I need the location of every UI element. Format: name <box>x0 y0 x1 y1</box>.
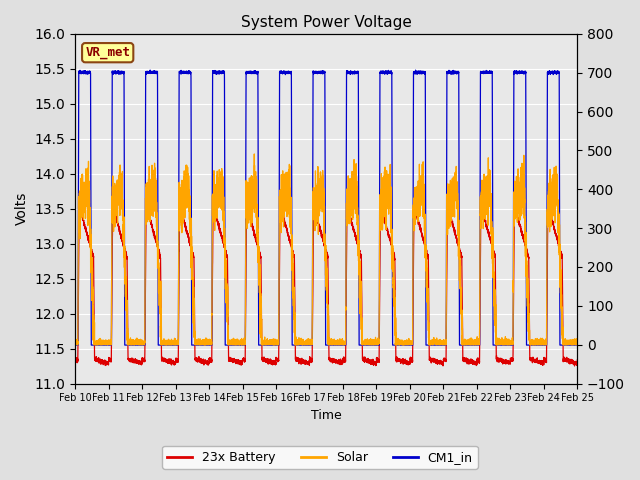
Title: System Power Voltage: System Power Voltage <box>241 15 412 30</box>
Text: VR_met: VR_met <box>85 46 130 59</box>
Legend: 23x Battery, Solar, CM1_in: 23x Battery, Solar, CM1_in <box>163 446 477 469</box>
X-axis label: Time: Time <box>311 409 342 422</box>
Y-axis label: Volts: Volts <box>15 192 29 226</box>
